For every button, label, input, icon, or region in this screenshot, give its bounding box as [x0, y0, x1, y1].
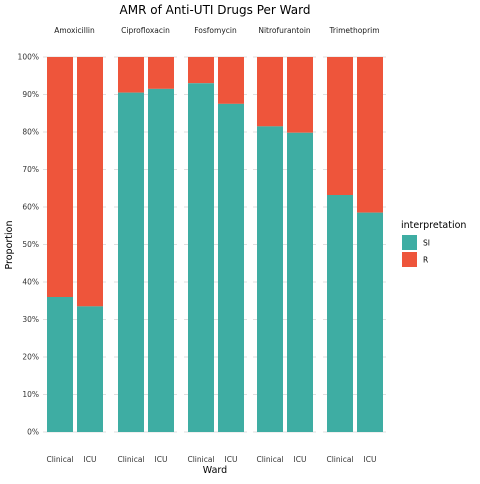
bar-r — [257, 57, 283, 127]
y-tick-label: 90% — [22, 90, 39, 99]
x-tick-label: Clinical — [256, 455, 283, 464]
bar-si — [357, 212, 383, 432]
y-tick-label: 50% — [22, 240, 39, 249]
bar-r — [287, 57, 313, 133]
x-tick-label: Clinical — [326, 455, 353, 464]
legend-title: interpretation — [401, 220, 466, 231]
x-tick-label: ICU — [155, 455, 168, 464]
y-tick-label: 30% — [22, 315, 39, 324]
x-tick-label: Clinical — [187, 455, 214, 464]
bar-r — [47, 57, 73, 297]
bar-r — [148, 57, 174, 89]
y-tick-label: 40% — [22, 278, 39, 287]
bar-si — [218, 103, 244, 432]
x-tick-label: ICU — [84, 455, 97, 464]
bar-si — [118, 92, 144, 432]
y-tick-label: 70% — [22, 165, 39, 174]
y-tick-label: 100% — [18, 53, 39, 62]
bar-si — [287, 132, 313, 432]
y-tick-label: 20% — [22, 353, 39, 362]
x-tick-label: ICU — [294, 455, 307, 464]
bar-r — [77, 57, 103, 307]
bar-si — [148, 88, 174, 432]
y-tick-label: 60% — [22, 203, 39, 212]
bar-si — [77, 306, 103, 432]
legend-swatch — [402, 252, 417, 267]
x-tick-label: Clinical — [117, 455, 144, 464]
facet-label: Fosfomycin — [194, 26, 237, 35]
y-tick-label: 80% — [22, 128, 39, 137]
bar-si — [257, 126, 283, 432]
bar-r — [218, 57, 244, 104]
x-tick-label: Clinical — [46, 455, 73, 464]
legend-label: SI — [423, 239, 430, 248]
legend-label: R — [423, 256, 428, 265]
facet-label: Ciprofloxacin — [121, 26, 170, 35]
facet-label: Trimethoprim — [328, 26, 379, 35]
y-tick-label: 0% — [27, 428, 39, 437]
y-axis-title: Proportion — [4, 220, 15, 269]
y-tick-label: 10% — [22, 390, 39, 399]
facet-label: Nitrofurantoin — [258, 26, 311, 35]
facet-label: Amoxicillin — [54, 26, 95, 35]
bar-r — [188, 57, 214, 84]
chart-title: AMR of Anti-UTI Drugs Per Ward — [120, 3, 311, 17]
x-axis-title: Ward — [203, 465, 227, 476]
x-tick-label: ICU — [225, 455, 238, 464]
bar-si — [188, 83, 214, 432]
bar-si — [327, 195, 353, 432]
bar-r — [118, 57, 144, 93]
bar-r — [327, 57, 353, 195]
bar-r — [357, 57, 383, 213]
legend-swatch — [402, 235, 417, 250]
bar-si — [47, 297, 73, 432]
x-tick-label: ICU — [364, 455, 377, 464]
